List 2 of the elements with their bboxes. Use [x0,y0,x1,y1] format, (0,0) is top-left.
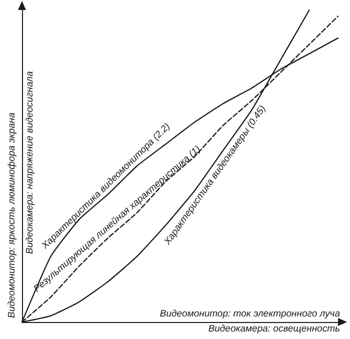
y-axis-title: Видеомонитор: яркость люминофора экрана Видеокамера: напряжение видеосигнала [6,71,36,318]
x-axis-title: Видеомонитор: ток электронного луча Видеокамера: освещенность [160,308,340,334]
